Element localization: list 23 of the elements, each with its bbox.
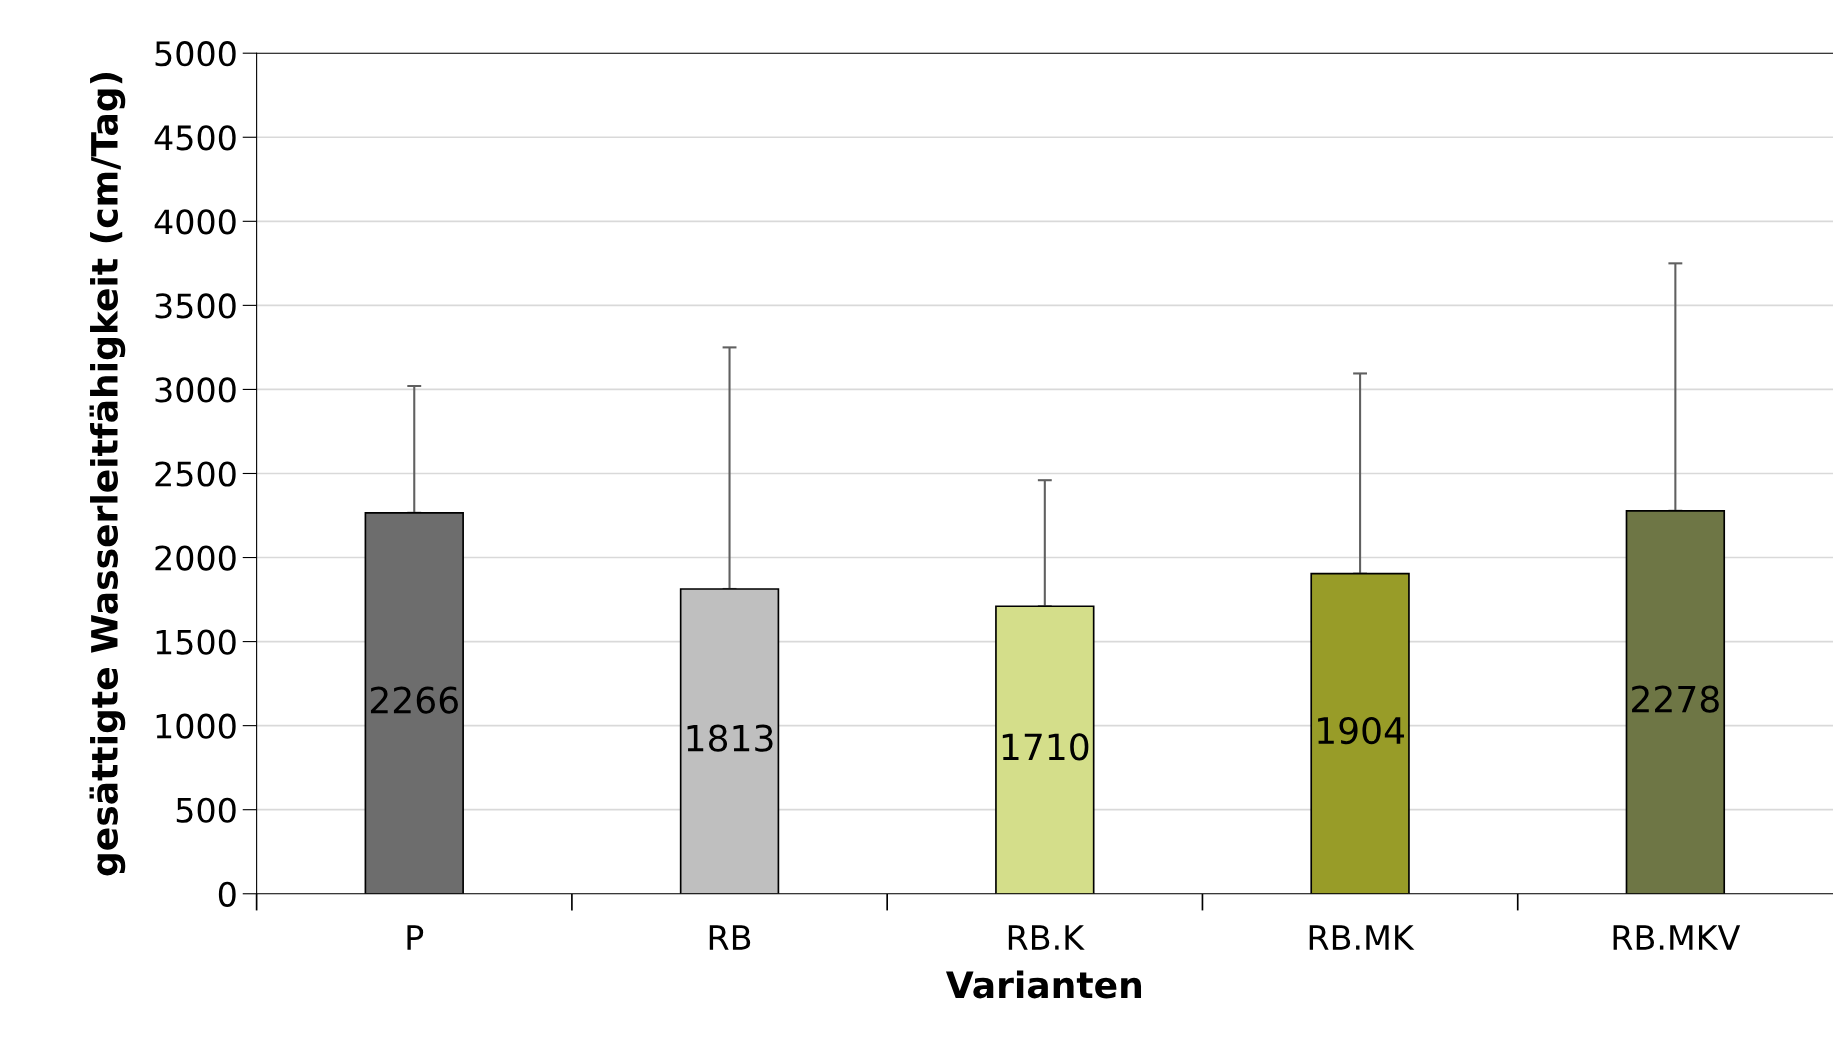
y-tick-label: 4500 <box>154 125 236 151</box>
x-tick-label: P <box>407 925 424 950</box>
y-tick-label: 2500 <box>155 461 236 487</box>
x-tick-label: RB <box>709 925 751 950</box>
data-label: 1813 <box>687 724 773 752</box>
data-label: 1710 <box>1002 733 1089 761</box>
y-tick-label: 4000 <box>154 209 236 235</box>
y-tick-label: 1000 <box>156 713 236 739</box>
data-label: 2278 <box>1632 685 1719 713</box>
y-tick-label: 1500 <box>156 629 236 655</box>
x-tick-label: RB.K <box>1008 925 1085 950</box>
y-tick-label: 3500 <box>155 293 236 319</box>
y-tick-label: 2000 <box>155 545 236 571</box>
x-tick-label: RB.MKV <box>1613 925 1741 950</box>
x-tick-label: RB.MK <box>1309 925 1415 950</box>
y-tick-label: 3000 <box>155 377 236 403</box>
y-axis-title: gesättigte Wasserleitfähigkeit (cm/Tag) <box>89 72 126 876</box>
data-label: 1904 <box>1318 716 1405 745</box>
y-tick-label: 0 <box>218 881 236 907</box>
data-label: 2266 <box>370 686 458 714</box>
y-tick-label: 500 <box>176 797 236 823</box>
x-axis-title: Varianten <box>945 970 1142 999</box>
y-tick-label: 5000 <box>155 41 236 67</box>
